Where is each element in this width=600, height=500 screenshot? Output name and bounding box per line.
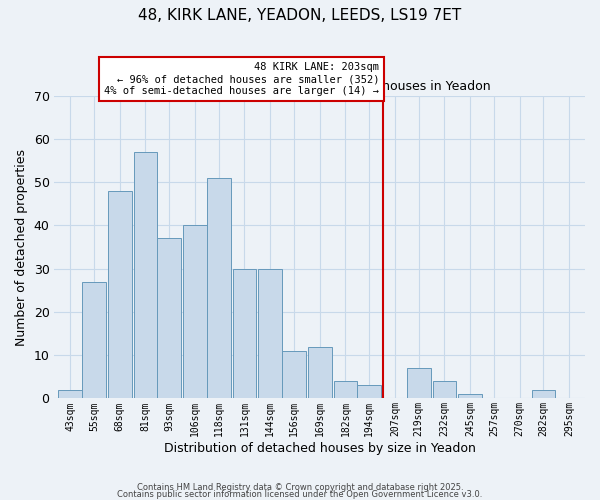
Bar <box>82 282 106 399</box>
Bar <box>108 191 131 398</box>
Bar <box>207 178 230 398</box>
Text: 48, KIRK LANE, YEADON, LEEDS, LS19 7ET: 48, KIRK LANE, YEADON, LEEDS, LS19 7ET <box>139 8 461 22</box>
Title: Size of property relative to detached houses in Yeadon: Size of property relative to detached ho… <box>148 80 491 93</box>
Bar <box>183 226 207 398</box>
Bar <box>358 386 381 398</box>
Bar <box>334 381 358 398</box>
Bar <box>308 346 332 399</box>
Text: Contains public sector information licensed under the Open Government Licence v3: Contains public sector information licen… <box>118 490 482 499</box>
Bar <box>532 390 556 398</box>
Bar <box>433 381 457 398</box>
Bar <box>233 268 256 398</box>
Bar <box>157 238 181 398</box>
Bar <box>259 268 282 398</box>
Bar <box>58 390 82 398</box>
Bar <box>458 394 482 398</box>
Bar <box>282 351 306 399</box>
Y-axis label: Number of detached properties: Number of detached properties <box>15 148 28 346</box>
Text: 48 KIRK LANE: 203sqm
← 96% of detached houses are smaller (352)
4% of semi-detac: 48 KIRK LANE: 203sqm ← 96% of detached h… <box>104 62 379 96</box>
Bar <box>134 152 157 398</box>
Bar <box>407 368 431 398</box>
Text: Contains HM Land Registry data © Crown copyright and database right 2025.: Contains HM Land Registry data © Crown c… <box>137 484 463 492</box>
X-axis label: Distribution of detached houses by size in Yeadon: Distribution of detached houses by size … <box>164 442 476 455</box>
